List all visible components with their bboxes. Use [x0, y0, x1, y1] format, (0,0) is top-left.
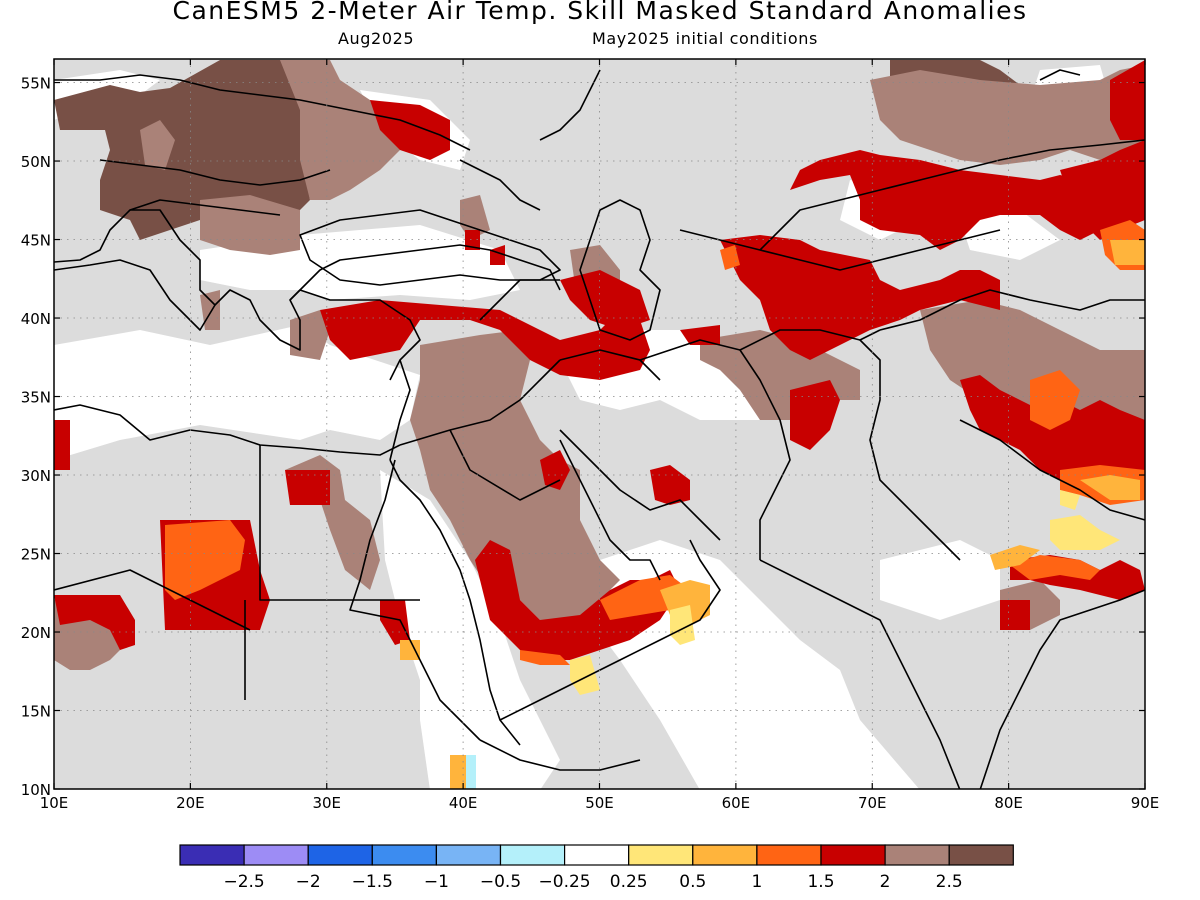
lon-label: 10E [40, 794, 69, 812]
colorbar-label: 2.5 [936, 872, 963, 892]
chart-title: CanESM5 2-Meter Air Temp. Skill Masked S… [172, 0, 1028, 25]
colorbar-swatch [435, 844, 502, 866]
colorbar-label: −2 [296, 872, 321, 892]
anomaly-0.25-0.5 [570, 490, 1120, 695]
colorbar-label: −0.5 [480, 872, 521, 892]
lon-label: 90E [1131, 794, 1160, 812]
colorbar-swatch [884, 844, 950, 866]
axis-ticks [53, 59, 1146, 790]
colorbar-swatch [820, 844, 886, 866]
anomaly-fields [54, 59, 1145, 789]
colorbar-swatch [756, 844, 822, 866]
colorbar-swatch [692, 844, 758, 866]
colorbar-swatch [563, 844, 630, 866]
colorbar-label: 0.5 [679, 872, 706, 892]
longitude-labels: 10E 20E 30E 40E 50E 60E 70E 80E 90E [40, 794, 1160, 812]
colorbar-swatch [179, 844, 245, 866]
colorbar [179, 844, 1014, 866]
lon-label: 50E [585, 794, 614, 812]
colorbar-swatch [307, 844, 373, 866]
lat-label: 50N [21, 153, 51, 171]
lat-label: 20N [21, 624, 51, 642]
lat-label: 10N [21, 781, 51, 799]
colorbar-swatch [371, 844, 437, 866]
colorbar-label: −0.25 [539, 872, 591, 892]
lon-label: 70E [858, 794, 887, 812]
colorbar-label: −2.5 [223, 872, 264, 892]
lon-label: 80E [994, 794, 1023, 812]
initial-conditions-label: May2025 initial conditions [592, 29, 818, 48]
colorbar-swatch [243, 844, 309, 866]
lat-label: 40N [21, 310, 51, 328]
colorbar-label: 1 [751, 872, 762, 892]
anomaly-negative-speck [466, 755, 476, 789]
lon-label: 40E [449, 794, 478, 812]
valid-month: Aug2025 [338, 29, 415, 48]
colorbar-label: 2 [880, 872, 891, 892]
lat-label: 55N [21, 75, 51, 93]
lat-label: 15N [21, 703, 51, 721]
colorbar-swatch [628, 844, 694, 866]
colorbar-label: −1.5 [352, 872, 393, 892]
colorbar-labels: −2.5 −2 −1.5 −1 −0.5 −0.25 0.25 0.5 1 1.5 2 2.5 [223, 872, 962, 892]
latitude-labels: 10N 15N 20N 25N 30N 35N 40N 45N 50N 55N [21, 75, 51, 799]
colorbar-label: 0.25 [610, 872, 648, 892]
lat-label: 45N [21, 232, 51, 250]
graticule [54, 59, 1145, 789]
colorbar-swatch [499, 844, 566, 866]
colorbar-label: 1.5 [807, 872, 834, 892]
lat-label: 25N [21, 546, 51, 564]
coastlines-borders [54, 69, 1145, 789]
lon-label: 30E [312, 794, 341, 812]
colorbar-swatch [948, 844, 1014, 866]
lon-label: 60E [722, 794, 751, 812]
lon-label: 20E [176, 794, 205, 812]
colorbar-label: −1 [424, 872, 449, 892]
anomaly-0.5-1 [400, 240, 1145, 789]
lat-label: 35N [21, 389, 51, 407]
lat-label: 30N [21, 467, 51, 485]
